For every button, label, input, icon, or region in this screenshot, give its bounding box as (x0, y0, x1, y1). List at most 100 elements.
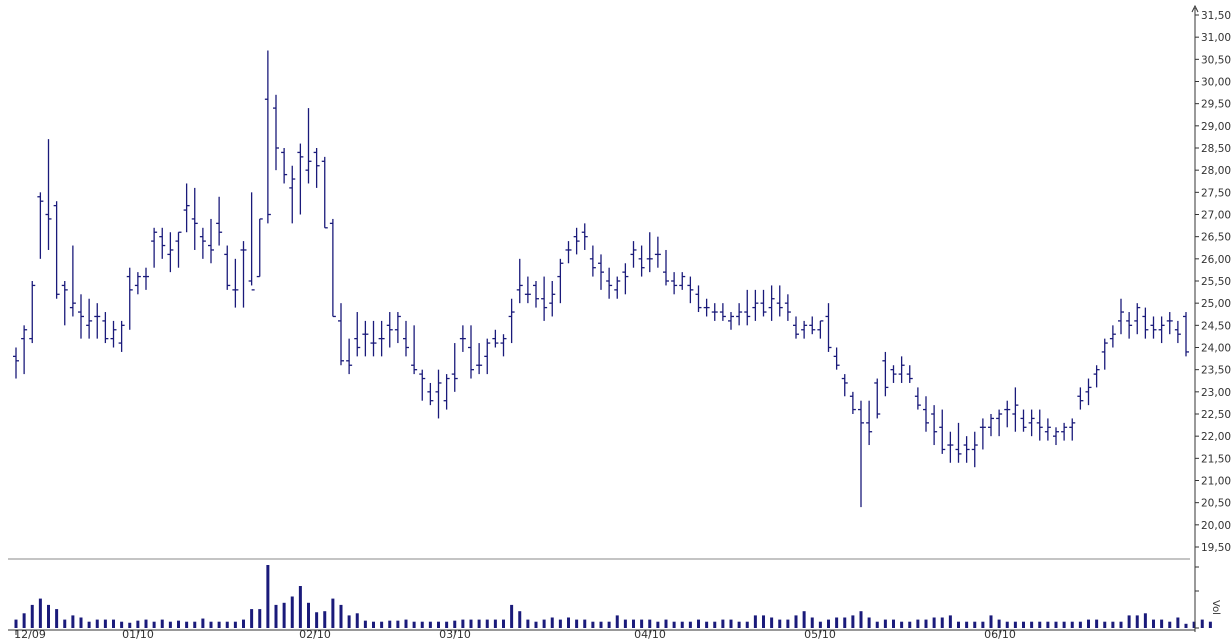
volume-bar (1119, 621, 1123, 628)
volume-bar (729, 619, 733, 628)
ohlc-bar (1134, 303, 1141, 335)
ohlc-bar (874, 378, 881, 419)
volume-bar (55, 609, 59, 628)
ohlc-bar (630, 241, 637, 268)
volume-bar (1143, 613, 1147, 628)
volume-bar (79, 617, 83, 628)
ohlc-bar (386, 312, 393, 348)
volume-bar (485, 619, 489, 628)
ohlc-bar (1093, 365, 1100, 388)
volume-bar (843, 617, 847, 628)
volume-bar (266, 565, 270, 628)
volume-bar (323, 611, 327, 628)
ohlc-bar (232, 258, 239, 308)
y-tick-label: 24,50 (1201, 320, 1231, 332)
ohlc-bar (898, 356, 905, 383)
ohlc-bar (622, 263, 629, 295)
volume-bar (112, 619, 115, 628)
ohlc-bar (281, 148, 288, 184)
y-tick-label: 21,00 (1201, 476, 1231, 488)
ohlc-bar (589, 245, 596, 277)
volume-bar (623, 619, 627, 628)
volume-bar (981, 621, 985, 628)
ohlc-bar (557, 258, 564, 304)
volume-bar (859, 611, 863, 628)
ohlc-bar (801, 320, 808, 339)
ohlc-bar (338, 303, 344, 366)
ohlc-bar (126, 267, 133, 330)
volume-bar (762, 615, 765, 628)
ohlc-bar (679, 272, 686, 290)
volume-bar (1184, 623, 1188, 628)
ohlc-bar (151, 227, 158, 268)
volume-bar (380, 621, 384, 628)
ohlc-bar (784, 294, 791, 321)
volume-bar (1070, 621, 1074, 628)
y-axis-arrow (1191, 4, 1199, 13)
ohlc-bar (849, 391, 856, 414)
ohlc-bar (1004, 400, 1011, 428)
y-tick-label: 23,50 (1201, 365, 1231, 377)
ohlc-bar (541, 276, 548, 321)
volume-bar (363, 620, 367, 628)
volume-axis-label: Vol (1210, 600, 1221, 615)
ohlc-bar (13, 347, 19, 379)
volume-bar (794, 615, 798, 628)
volume-bar (217, 621, 221, 628)
ohlc-bar (931, 405, 938, 446)
ohlc-bar (134, 272, 141, 295)
y-tick-label: 26,50 (1201, 232, 1231, 244)
volume-bar (420, 621, 424, 628)
volume-bar (347, 615, 351, 628)
volume-bar (136, 620, 140, 628)
ohlc-bar (776, 285, 783, 317)
x-tick-label: 06/10 (984, 628, 1016, 639)
ohlc-bar (1020, 409, 1027, 432)
volume-bar (388, 620, 392, 628)
ohlc-bar (646, 232, 653, 273)
y-tick-label: 31,00 (1201, 32, 1231, 44)
y-tick-label: 25,50 (1201, 276, 1231, 288)
volume-bar (469, 619, 473, 628)
volume-bar (1087, 619, 1090, 628)
ohlc-bar (248, 192, 255, 291)
volume-bar (550, 617, 554, 628)
volume-bar (615, 615, 619, 628)
volume-bar (802, 611, 806, 628)
volume-bar (640, 619, 644, 628)
x-tick-label: 01/10 (122, 628, 154, 639)
ohlc-bar (78, 294, 84, 339)
volume-bar (973, 621, 977, 628)
ohlc-bar (1109, 325, 1116, 348)
volume-bar (193, 621, 197, 628)
volume-bar (14, 619, 18, 628)
volume-bar (233, 621, 237, 628)
ohlc-bar (378, 320, 385, 357)
ohlc-bar (825, 303, 832, 352)
ohlc-bar (411, 325, 418, 375)
ohlc-bar (996, 409, 1003, 437)
volume-bar (209, 621, 213, 628)
ohlc-bar (1036, 409, 1043, 441)
ohlc-bar (955, 422, 962, 463)
volume-bar (120, 621, 124, 628)
volume-bar (22, 613, 26, 628)
ohlc-bar (273, 94, 279, 171)
ohlc-bar (1101, 338, 1108, 370)
volume-bar (965, 621, 969, 628)
ohlc-bar (687, 276, 694, 304)
ohlc-bar (240, 241, 247, 308)
x-tick-label: 03/10 (439, 628, 471, 639)
ohlc-bar (86, 298, 93, 339)
y-tick-label: 21,50 (1201, 453, 1231, 465)
volume-bar (526, 619, 530, 628)
ohlc-bar (102, 312, 109, 344)
volume-bar (493, 619, 497, 628)
volume-bar (38, 598, 42, 628)
volume-bar (664, 619, 668, 628)
volume-bar (851, 615, 855, 628)
x-tick-label: 04/10 (634, 628, 666, 639)
ohlc-bar (963, 436, 970, 463)
volume-bar (274, 604, 278, 628)
